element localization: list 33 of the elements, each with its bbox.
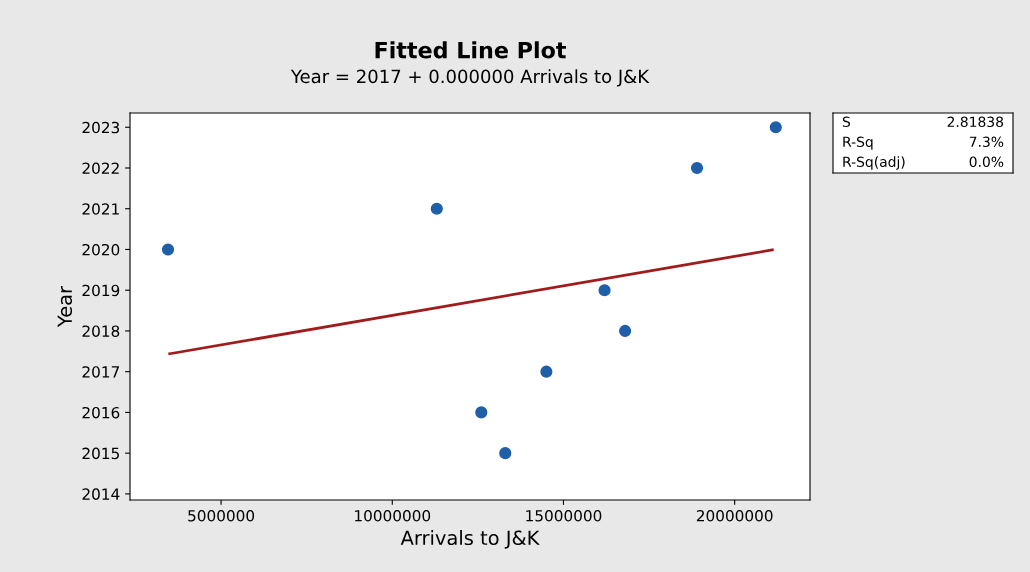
x-tick-label: 20000000 xyxy=(696,509,773,522)
point xyxy=(430,202,443,215)
point xyxy=(540,365,553,378)
text: S xyxy=(842,116,851,128)
y-axis-title: Year xyxy=(57,285,73,328)
y-tick-label: 2014 xyxy=(82,488,120,500)
y-tick-label: 2019 xyxy=(82,284,120,297)
y-tick-label: 2022 xyxy=(82,162,119,175)
text: R-Sq(adj) xyxy=(843,156,905,170)
point xyxy=(690,161,704,175)
y-tick-label: 2020 xyxy=(82,243,120,256)
y-tick-label: 2023 xyxy=(82,121,120,134)
y-tick-label: 2018 xyxy=(82,325,120,337)
y-tick-label: 2017 xyxy=(82,366,119,378)
chart-title: Fitted Line Plot xyxy=(375,41,566,59)
point xyxy=(161,243,175,256)
point xyxy=(598,284,611,297)
y-tick-label: 2016 xyxy=(82,406,120,419)
chart-subtitle: Year = 2017 + 0.000000 Arrivals to J&K xyxy=(290,69,650,87)
point xyxy=(499,447,512,460)
x-tick-label: 10000000 xyxy=(355,509,431,522)
text: 2.81838 xyxy=(947,116,1004,128)
point xyxy=(769,121,782,134)
text: 7.3% xyxy=(969,136,1004,148)
x-tick-label: 15000000 xyxy=(526,509,602,522)
y-tick-label: 2015 xyxy=(82,447,119,460)
point xyxy=(475,406,488,419)
x-tick-label: 5000000 xyxy=(188,509,255,522)
text: 0.0% xyxy=(969,156,1004,168)
text: R-Sq xyxy=(843,136,873,150)
point xyxy=(619,324,632,338)
y-tick-label: 2021 xyxy=(82,203,119,215)
x-axis-title: Arrivals to J&K xyxy=(400,530,540,549)
